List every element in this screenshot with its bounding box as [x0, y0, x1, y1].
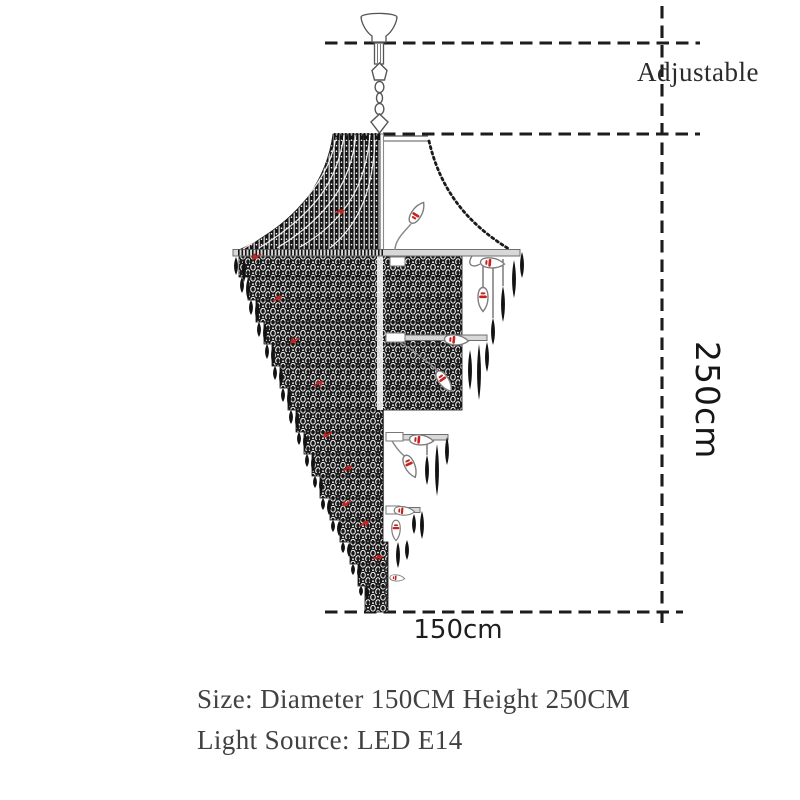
crystal-tier	[329, 497, 384, 521]
crystal-tier	[311, 453, 384, 477]
spec-text-block: Size: Diameter 150CM Height 250CM Light …	[197, 679, 630, 761]
diameter-dimension-label: 150cm	[413, 615, 503, 645]
chain-connector	[371, 62, 388, 81]
column-stripe	[377, 249, 383, 410]
height-dimension-label: 250cm	[688, 341, 727, 460]
crystal-tier	[339, 519, 384, 543]
light-bulb-icon	[476, 286, 490, 313]
hanging-chain	[370, 62, 389, 135]
canopy-stem	[373, 42, 385, 65]
light-bulb-icon	[388, 573, 406, 583]
crystal-tier	[295, 409, 384, 433]
crystal-tier	[238, 252, 463, 278]
light-bulb-icon	[399, 452, 422, 481]
bell-outline-right	[384, 135, 511, 251]
crystal-tiers	[238, 252, 463, 613]
size-spec-line: Size: Diameter 150CM Height 250CM	[197, 684, 631, 714]
main-ring	[232, 249, 521, 257]
crystal-tier	[255, 299, 463, 323]
adjustable-label: Adjustable	[637, 57, 759, 87]
light-bulb-icon	[390, 519, 402, 542]
crystal-tier	[303, 431, 384, 455]
crystal-tier	[319, 475, 384, 499]
ceiling-canopy	[360, 12, 398, 65]
crystal-tier	[357, 563, 389, 587]
light-bulb-icon	[478, 255, 507, 271]
crystal-bell-left	[238, 133, 381, 251]
crystal-tier	[349, 541, 389, 565]
chain-acorn-connector	[370, 113, 389, 135]
light-bulb-icon	[405, 198, 430, 227]
crystal-tier	[271, 343, 463, 367]
crystal-tier	[279, 365, 463, 389]
crystal-tier	[364, 585, 389, 613]
light-source-spec-line: Light Source: LED E14	[197, 725, 463, 755]
crystal-tier	[287, 387, 463, 411]
